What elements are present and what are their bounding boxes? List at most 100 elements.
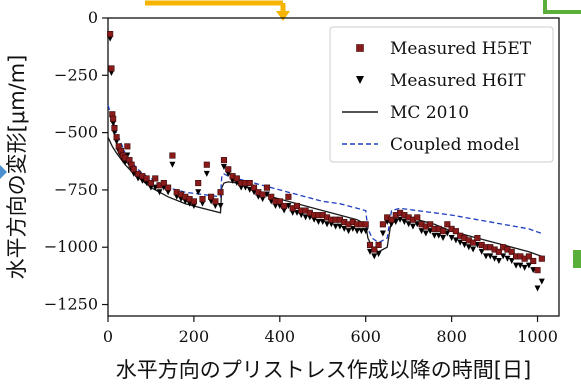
left-edge-marker (0, 165, 7, 179)
plot-frame (107, 17, 560, 317)
data-point (534, 285, 541, 292)
data-point (461, 241, 468, 248)
data-point (349, 225, 356, 232)
legend-label: MC 2010 (390, 103, 469, 123)
y-tick-label: −750 (54, 180, 98, 199)
data-point (388, 216, 395, 223)
data-point (130, 166, 137, 173)
data-point (440, 235, 447, 242)
data-point (169, 152, 176, 159)
data-point (362, 221, 369, 228)
y-tick-label: −1250 (44, 295, 98, 314)
x-axis-ticks: 0 200 400 600 800 1000 (103, 316, 558, 346)
legend-label: Measured H6IT (390, 71, 526, 91)
data-point (203, 161, 210, 168)
data-point (220, 157, 228, 164)
data-point (375, 241, 382, 248)
x-tick-label: 0 (103, 327, 113, 346)
data-point (152, 175, 159, 182)
data-point (439, 228, 447, 235)
data-point (111, 124, 118, 132)
data-point (276, 198, 283, 205)
data-point (302, 214, 309, 221)
data-point (238, 184, 245, 191)
data-point (508, 257, 515, 264)
data-point (113, 138, 120, 145)
data-point (250, 184, 258, 191)
data-point (414, 214, 421, 221)
data-point (495, 248, 502, 255)
legend: Measured H5ET Measured H6IT MC 2010 Coupled… (329, 26, 554, 163)
data-point (478, 248, 485, 255)
data-point (225, 166, 232, 173)
legend-entry: Measured H6IT (356, 71, 526, 91)
data-point (268, 193, 275, 200)
data-point (422, 230, 429, 237)
data-point (513, 262, 520, 269)
x-tick-label: 1000 (517, 327, 558, 346)
legend-marker (356, 44, 364, 52)
data-point (246, 179, 253, 187)
data-point (242, 184, 249, 191)
series-layer (107, 30, 545, 292)
data-point (147, 184, 154, 191)
data-point (298, 212, 305, 219)
data-point (379, 230, 386, 237)
data-point (332, 223, 339, 230)
data-point (190, 198, 197, 205)
data-point (169, 161, 176, 168)
data-point (354, 228, 361, 235)
data-point (525, 253, 532, 260)
data-point (457, 239, 464, 246)
y-tick-label: −250 (54, 65, 98, 84)
data-point (525, 262, 532, 269)
data-point (474, 235, 481, 242)
legend-entry: Measured H5ET (356, 39, 532, 59)
data-point (199, 196, 206, 203)
data-point (110, 115, 117, 122)
data-point (500, 253, 507, 260)
x-tick-label: 600 (350, 327, 381, 346)
y-axis-ticks: 0 −250 −500 −750 −1000 −1250 (44, 8, 108, 314)
legend-marker (356, 76, 364, 84)
data-point (379, 221, 386, 228)
data-point (190, 202, 197, 209)
data-point (491, 255, 498, 262)
data-point (487, 253, 494, 260)
data-point (285, 193, 292, 200)
data-point (259, 191, 266, 198)
data-point (336, 223, 343, 230)
data-point (263, 184, 270, 191)
data-point (358, 228, 365, 235)
data-point (259, 196, 266, 203)
data-point (110, 120, 117, 127)
data-point (534, 267, 541, 274)
x-axis-label: 水平方向のプリストレス作成以降の時間[日] (116, 358, 531, 382)
legend-label: Coupled model (390, 135, 520, 155)
data-point (165, 189, 172, 196)
data-point (293, 202, 301, 210)
data-point (212, 202, 219, 209)
data-point (362, 228, 369, 235)
legend-box (329, 26, 554, 163)
data-point (452, 237, 459, 244)
data-point (220, 164, 227, 170)
data-point (107, 35, 114, 42)
data-point (517, 262, 524, 269)
y-tick-label: 0 (88, 8, 98, 27)
data-point (199, 200, 206, 207)
data-point (208, 193, 215, 200)
data-point (195, 179, 202, 187)
y-tick-label: −500 (54, 123, 98, 142)
data-point (397, 216, 404, 223)
x-tick-label: 200 (179, 327, 210, 346)
data-point (108, 65, 115, 72)
data-point (113, 134, 120, 141)
data-point (448, 235, 455, 242)
data-point (311, 216, 318, 223)
data-point (470, 246, 477, 253)
decorative-overlays (0, 0, 581, 268)
data-point (281, 202, 288, 210)
data-point (465, 244, 472, 251)
